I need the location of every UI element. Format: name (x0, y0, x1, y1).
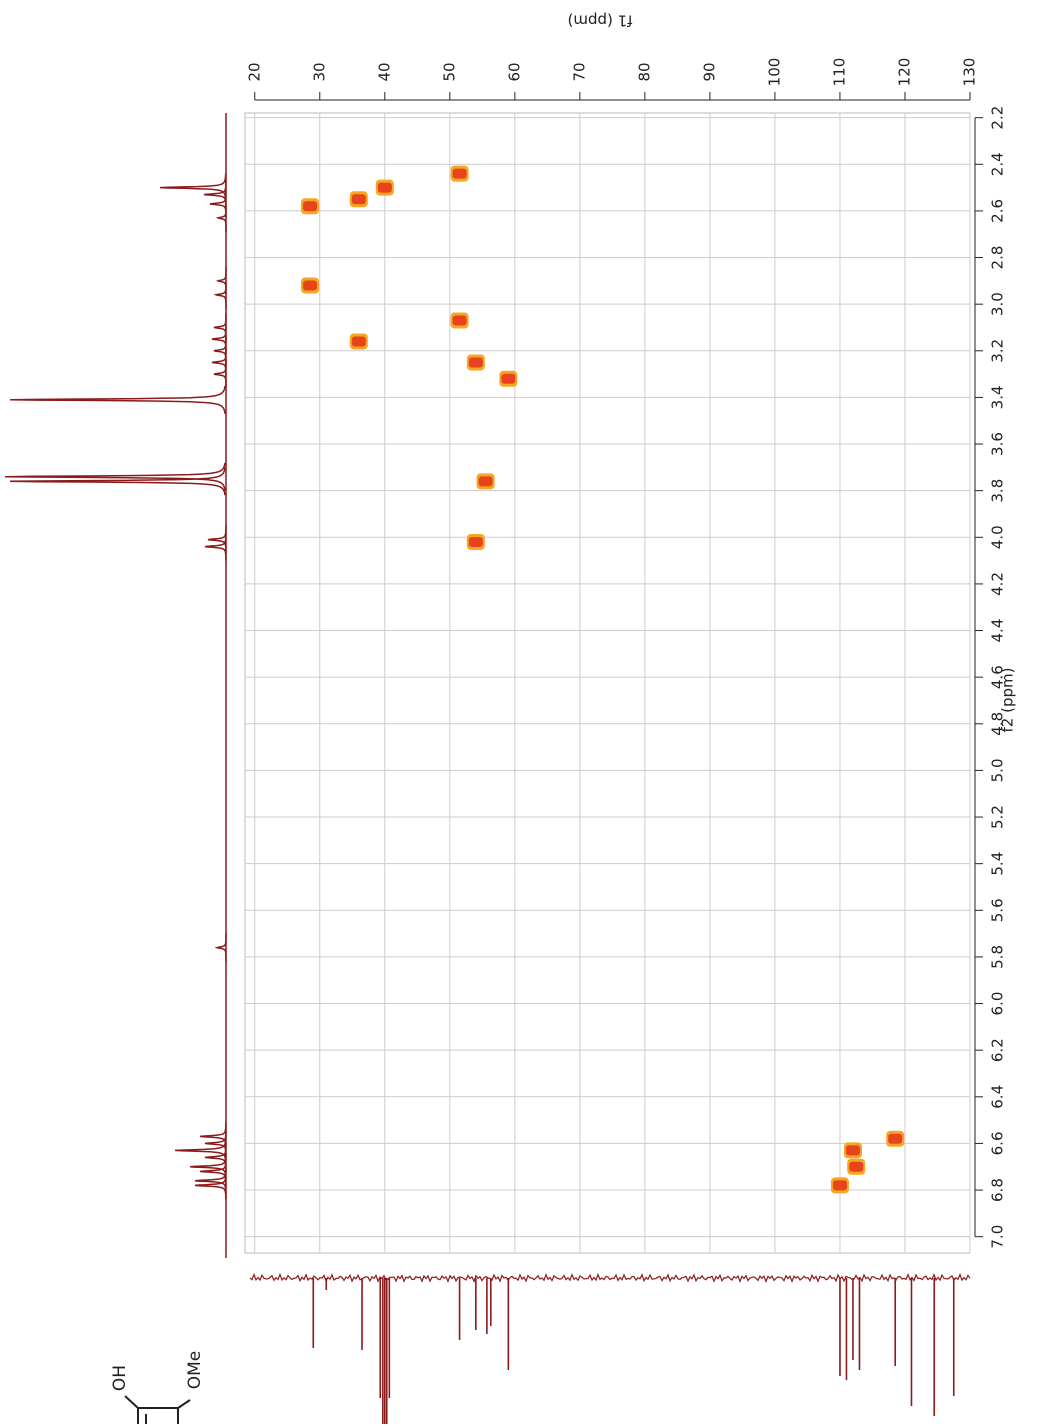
peak-core (468, 536, 483, 547)
peak-core (501, 373, 516, 384)
y-tick-label: 6.0 (989, 992, 1007, 1016)
y-tick-label: 5.6 (989, 898, 1007, 922)
y-tick-label: 5.4 (989, 852, 1007, 876)
x-tick-label: 130 (961, 58, 979, 87)
x-tick-label: 20 (245, 62, 263, 81)
x-tick-label: 80 (635, 62, 653, 81)
f2-peak (207, 525, 227, 554)
f2-peak (214, 933, 227, 962)
x-axis-title: f1 (ppm) (568, 12, 633, 30)
y-tick-label: 7.0 (989, 1225, 1007, 1249)
f2-peak (9, 385, 226, 414)
f2-peak (213, 280, 227, 309)
f2-peak (4, 462, 226, 491)
y-tick-label: 3.2 (989, 339, 1007, 363)
peak-core (832, 1180, 847, 1191)
f2-peak (159, 173, 227, 202)
y-tick-label: 6.2 (989, 1038, 1007, 1062)
f2-peak (174, 1136, 227, 1165)
y-tick-label: 6.4 (989, 1085, 1007, 1109)
y-tick-label: 2.2 (989, 106, 1007, 130)
peak-core (849, 1161, 864, 1172)
x-tick-label: 100 (765, 58, 783, 87)
y-tick-label: 6.6 (989, 1131, 1007, 1155)
y-tick-label: 5.0 (989, 758, 1007, 782)
plot-frame (244, 112, 971, 1254)
f2-peak (211, 325, 227, 354)
peak-core (468, 357, 483, 368)
x-tick-label: 70 (570, 62, 588, 81)
peak-core (351, 336, 366, 347)
y-tick-label: 6.8 (989, 1178, 1007, 1202)
y-tick-label: 4.8 (989, 712, 1007, 736)
y-axis-title: f2 (ppm) (999, 668, 1017, 733)
f2-peak (199, 1157, 227, 1186)
noise-baseline (249, 1272, 971, 1284)
y-tick-label: 3.6 (989, 432, 1007, 456)
y-tick-label: 3.8 (989, 479, 1007, 503)
peak-core (452, 315, 467, 326)
structure-label: OMe (185, 1351, 205, 1390)
x-tick-label: 110 (830, 58, 848, 87)
f2-peak (9, 467, 226, 496)
x-tick-label: 90 (700, 62, 718, 81)
y-tick-label: 4.6 (989, 665, 1007, 689)
peak-core (351, 194, 366, 205)
y-tick-label: 2.8 (989, 246, 1007, 270)
peak-core (888, 1133, 903, 1144)
x-tick-label: 120 (895, 58, 913, 87)
y-tick-label: 2.6 (989, 199, 1007, 223)
x-tick-label: 60 (505, 62, 523, 81)
f2-peak (213, 360, 227, 389)
peak-core (303, 280, 318, 291)
y-tick-label: 5.2 (989, 805, 1007, 829)
x-tick-label: 40 (375, 62, 393, 81)
f2-peak (204, 532, 227, 561)
peak-core (452, 168, 467, 179)
y-tick-label: 4.4 (989, 619, 1007, 643)
molecule (124, 1395, 191, 1424)
y-tick-label: 2.4 (989, 152, 1007, 176)
f2-peak (194, 1171, 227, 1200)
peak-core (303, 201, 318, 212)
x-tick-label: 30 (310, 62, 328, 81)
f2-peak (215, 203, 227, 232)
f2-peak (199, 1122, 227, 1151)
y-tick-label: 5.8 (989, 945, 1007, 969)
f2-peak (211, 348, 227, 377)
y-tick-label: 3.4 (989, 385, 1007, 409)
y-tick-label: 4.2 (989, 572, 1007, 596)
y-tick-label: 4.0 (989, 525, 1007, 549)
peak-core (377, 182, 392, 193)
structure-label: OH (110, 1365, 130, 1391)
peak-core (845, 1145, 860, 1156)
peak-core (478, 476, 493, 487)
y-tick-label: 3.0 (989, 292, 1007, 316)
x-tick-label: 50 (440, 62, 458, 81)
